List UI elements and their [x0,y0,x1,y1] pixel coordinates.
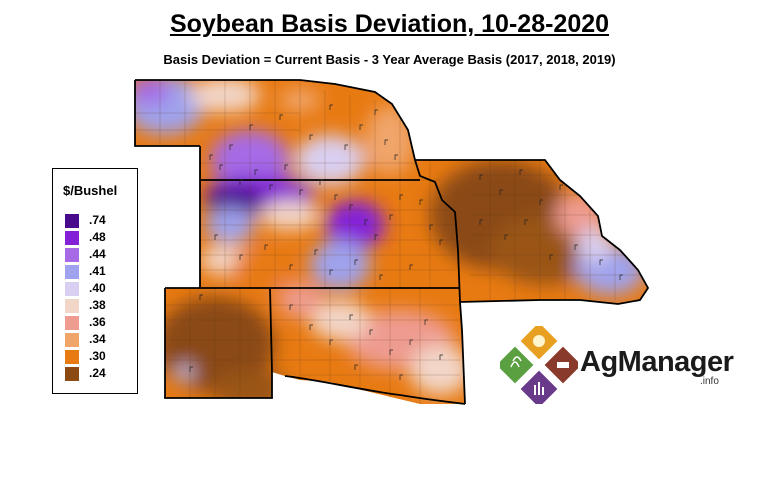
legend-item: .24 [65,366,135,382]
map-subtitle: Basis Deviation = Current Basis - 3 Year… [163,52,616,67]
legend-label: .40 [89,281,106,295]
legend-item: .38 [65,298,135,314]
elevator-markers [189,104,623,380]
legend-swatch [65,265,79,279]
legend-swatch [65,299,79,313]
agmanager-logo-text: AgManager [580,346,734,378]
legend-swatch [65,248,79,262]
legend-label: .44 [89,247,106,261]
legend-label: .36 [89,315,106,329]
legend-swatch [65,367,79,381]
agmanager-logo-suffix: .info [700,376,719,387]
legend-item: .40 [65,281,135,297]
legend-swatch [65,333,79,347]
legend-item: .34 [65,332,135,348]
legend-item: .44 [65,247,135,263]
legend-label: .74 [89,213,106,227]
map-title: Soybean Basis Deviation, 10-28-2020 [169,10,610,38]
legend-swatch [65,350,79,364]
legend-label: .24 [89,366,106,380]
legend-item: .74 [65,213,135,229]
legend-label: .38 [89,298,106,312]
legend-item: .30 [65,349,135,365]
legend: $/Bushel .74 .48 .44 .41 .40 .38 .36 .34… [52,168,138,394]
legend-swatch [65,282,79,296]
legend-swatch [65,214,79,228]
legend-swatch [65,316,79,330]
legend-label: .34 [89,332,106,346]
agmanager-logo-mark [500,326,578,404]
legend-label: .48 [89,230,106,244]
legend-label: .30 [89,349,106,363]
legend-item: .41 [65,264,135,280]
legend-title: $/Bushel [63,183,118,198]
legend-item: .48 [65,230,135,246]
legend-swatch [65,231,79,245]
legend-label: .41 [89,264,106,278]
legend-item: .36 [65,315,135,331]
state-borders [134,79,650,405]
